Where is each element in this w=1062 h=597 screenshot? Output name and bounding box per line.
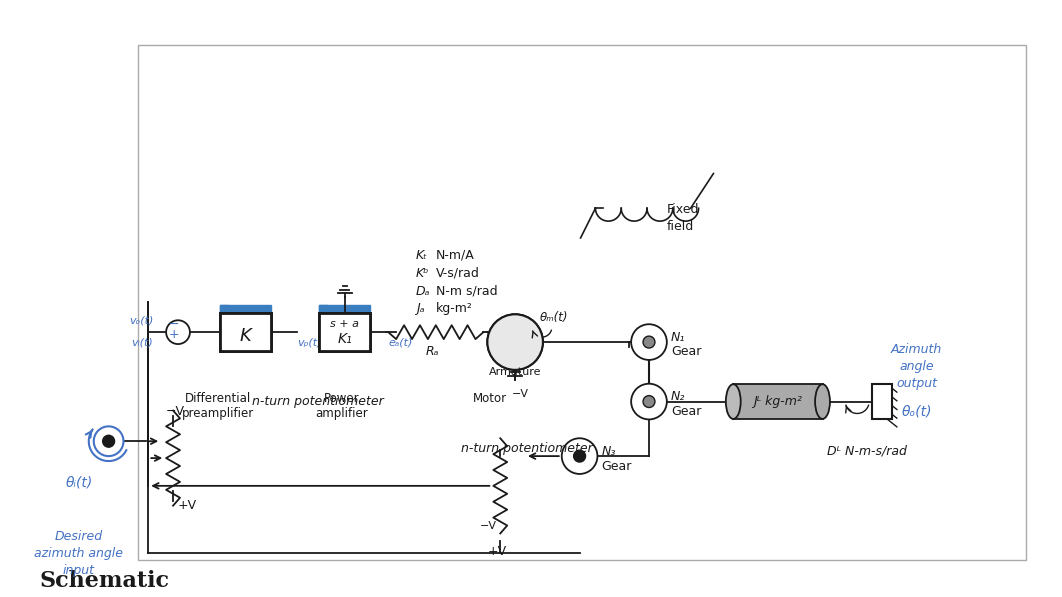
Text: K: K: [240, 327, 252, 345]
Circle shape: [631, 384, 667, 420]
Text: Dₐ: Dₐ: [416, 285, 430, 297]
Text: Rₐ: Rₐ: [426, 346, 440, 358]
Circle shape: [103, 435, 115, 447]
Text: Azimuth
angle
output: Azimuth angle output: [891, 343, 942, 390]
Text: vₒ(t): vₒ(t): [129, 315, 153, 325]
Text: Jᴸ kg-m²: Jᴸ kg-m²: [753, 395, 802, 408]
Text: N-m s/rad: N-m s/rad: [435, 285, 497, 297]
Circle shape: [644, 336, 655, 348]
Bar: [220, 306, 227, 343]
Circle shape: [562, 438, 598, 474]
Bar: [220, 313, 271, 351]
Text: −V: −V: [480, 521, 497, 531]
Text: +: +: [169, 328, 179, 341]
Text: Differential
preamplifier: Differential preamplifier: [182, 392, 254, 420]
Bar: [138, 45, 1026, 560]
Text: N₂: N₂: [671, 390, 685, 403]
Text: N₃: N₃: [601, 445, 616, 458]
Text: Fixed
field: Fixed field: [667, 203, 700, 233]
Ellipse shape: [725, 384, 740, 419]
Text: Gear: Gear: [601, 460, 632, 472]
Text: −: −: [169, 318, 179, 331]
Text: +V: +V: [178, 499, 198, 512]
Bar: [319, 313, 371, 351]
Text: eₐ(t): eₐ(t): [389, 337, 413, 347]
Text: −V: −V: [512, 389, 529, 399]
Text: Schematic: Schematic: [39, 570, 169, 592]
Circle shape: [487, 314, 543, 370]
Text: θₘ(t): θₘ(t): [539, 311, 568, 324]
Bar: [872, 384, 892, 419]
Text: Dᴸ N-m-s/rad: Dᴸ N-m-s/rad: [827, 445, 907, 458]
Text: Armature: Armature: [489, 367, 542, 377]
Text: Kᵇ: Kᵇ: [416, 267, 430, 280]
Text: θᵢ(t): θᵢ(t): [65, 476, 92, 490]
Circle shape: [573, 450, 585, 462]
Text: +V: +V: [487, 545, 507, 558]
Text: n-turn potentiometer: n-turn potentiometer: [253, 395, 384, 408]
Text: N₁: N₁: [671, 331, 685, 344]
Text: −V: −V: [166, 405, 185, 418]
Text: Kₜ: Kₜ: [416, 249, 428, 262]
Bar: [220, 306, 271, 315]
Text: n-turn potentiometer: n-turn potentiometer: [461, 442, 593, 455]
Text: A: A: [511, 332, 519, 342]
Text: Power
amplifier: Power amplifier: [315, 392, 369, 420]
Text: Desired
azimuth angle
input: Desired azimuth angle input: [34, 531, 123, 577]
Circle shape: [487, 314, 543, 370]
Bar: [319, 306, 327, 343]
Text: Gear: Gear: [671, 346, 701, 358]
Ellipse shape: [815, 384, 829, 419]
Text: vₚ(t): vₚ(t): [297, 337, 322, 347]
Text: V-s/rad: V-s/rad: [435, 267, 480, 280]
Circle shape: [93, 426, 123, 456]
Text: N-m/A: N-m/A: [435, 249, 475, 262]
Circle shape: [644, 396, 655, 408]
Text: vᵢ(t): vᵢ(t): [132, 337, 153, 347]
Text: θₒ(t): θₒ(t): [902, 405, 932, 418]
Circle shape: [166, 320, 190, 344]
Text: Motor: Motor: [474, 392, 508, 405]
Circle shape: [631, 324, 667, 360]
Bar: [319, 306, 371, 315]
Text: s + a: s + a: [330, 319, 359, 329]
Text: Jₐ: Jₐ: [416, 303, 425, 315]
Bar: [733, 384, 822, 419]
Text: Gear: Gear: [671, 405, 701, 418]
Text: kg-m²: kg-m²: [435, 303, 473, 315]
Text: K₁: K₁: [338, 332, 352, 346]
Bar: [220, 313, 271, 351]
Bar: [319, 313, 371, 351]
